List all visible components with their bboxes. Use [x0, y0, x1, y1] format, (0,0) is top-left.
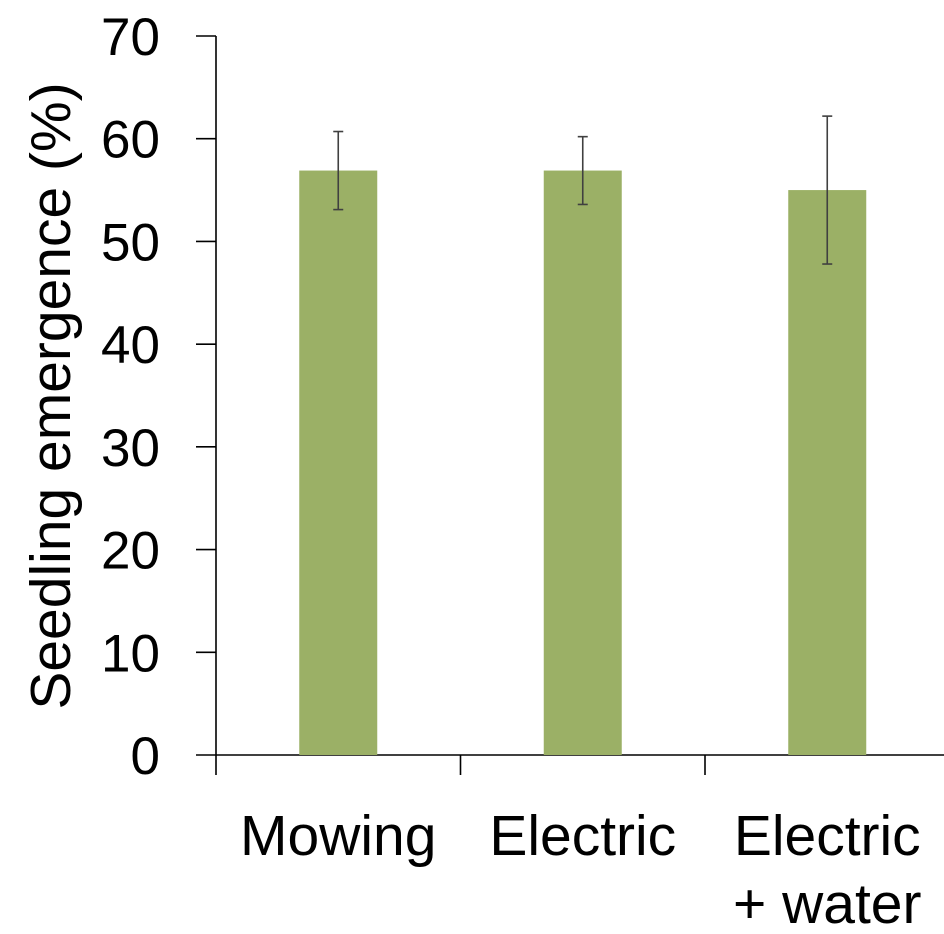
- y-tick-label: 50: [101, 213, 160, 272]
- bar: [543, 170, 622, 755]
- error-bar: [333, 130, 344, 211]
- x-tick-labels: Mowing Electric Electric + water: [240, 804, 921, 934]
- y-axis: 0 10 20 30 40 50 60 70: [101, 8, 217, 786]
- error-bar: [577, 135, 588, 206]
- x-tick-label: Electric: [489, 804, 676, 868]
- x-tick-label: Electric + water: [733, 804, 922, 934]
- x-tick-label: Mowing: [240, 804, 436, 868]
- bars-group: [299, 170, 867, 756]
- y-axis-title: Seedling emergence (%): [19, 82, 83, 709]
- error-bar: [822, 115, 833, 265]
- y-tick-label: 10: [101, 624, 160, 683]
- error-bars-group: [333, 115, 833, 265]
- y-tick-label: 30: [101, 419, 160, 478]
- y-tick-label: 20: [101, 522, 160, 581]
- y-tick-label: 40: [101, 316, 160, 375]
- y-tick-label: 0: [131, 727, 160, 786]
- y-tick-label: 70: [101, 8, 160, 67]
- x-axis: [215, 754, 944, 775]
- bar: [788, 190, 867, 756]
- bar: [299, 170, 378, 755]
- y-tick-label: 60: [101, 111, 160, 170]
